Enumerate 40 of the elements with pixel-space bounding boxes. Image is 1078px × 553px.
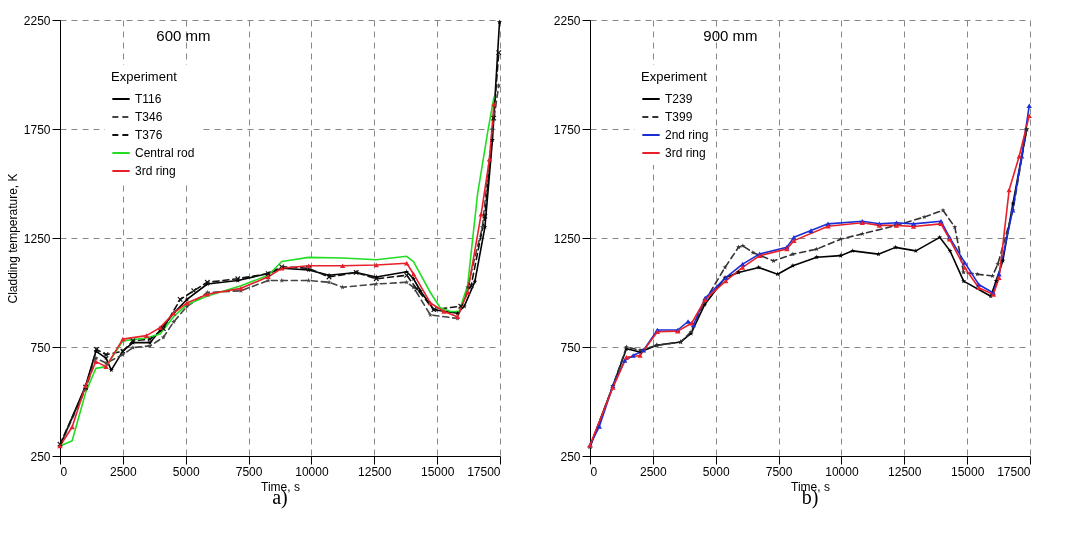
y-tick-label: 2250	[553, 13, 581, 28]
x-tick-label: 10000	[295, 464, 329, 479]
legend-label: T399	[665, 110, 693, 124]
y-tick-label: 1750	[553, 122, 581, 137]
legend-label: 3rd ring	[665, 146, 706, 160]
y-tick-label: 2250	[23, 13, 51, 28]
x-tick-label: 15000	[950, 464, 985, 479]
y-tick-label: 1250	[23, 231, 51, 246]
y-tick-label: 1250	[553, 231, 581, 246]
x-tick-label: 12500	[888, 464, 922, 479]
legend-label: T376	[135, 128, 163, 142]
legend-label: T116	[135, 92, 162, 106]
y-axis-title: Cladding temperature, K	[5, 173, 20, 304]
y-tick-label: 250	[560, 449, 581, 464]
x-tick-label: 10000	[825, 464, 859, 479]
legend-label: 3rd ring	[135, 164, 176, 178]
x-tick-label: 2500	[640, 464, 668, 479]
x-tick-label: 7500	[765, 464, 793, 479]
x-tick-label: 12500	[358, 464, 392, 479]
legend-label: 2nd ring	[665, 128, 709, 142]
legend-title: Experiment	[641, 69, 708, 84]
x-tick-label: 15000	[420, 464, 455, 479]
legend-label: T239	[665, 92, 693, 106]
y-tick-label: 750	[30, 340, 51, 355]
x-tick-label: 0	[60, 464, 68, 479]
x-tick-label: 2500	[110, 464, 138, 479]
x-tick-label: 7500	[235, 464, 263, 479]
y-tick-label: 1750	[23, 122, 51, 137]
x-tick-label: 17500	[997, 464, 1031, 479]
y-tick-label: 750	[560, 340, 581, 355]
x-tick-label: 0	[590, 464, 598, 479]
chart-title: 600 mm	[156, 27, 211, 44]
legend-title: Experiment	[111, 69, 178, 84]
chart-title: 900 mm	[703, 27, 758, 44]
y-tick-label: 250	[30, 449, 51, 464]
x-tick-label: 17500	[467, 464, 501, 479]
legend-label: T346	[135, 110, 163, 124]
legend-label: Central rod	[135, 146, 195, 160]
x-tick-label: 5000	[702, 464, 730, 479]
x-tick-label: 5000	[172, 464, 200, 479]
